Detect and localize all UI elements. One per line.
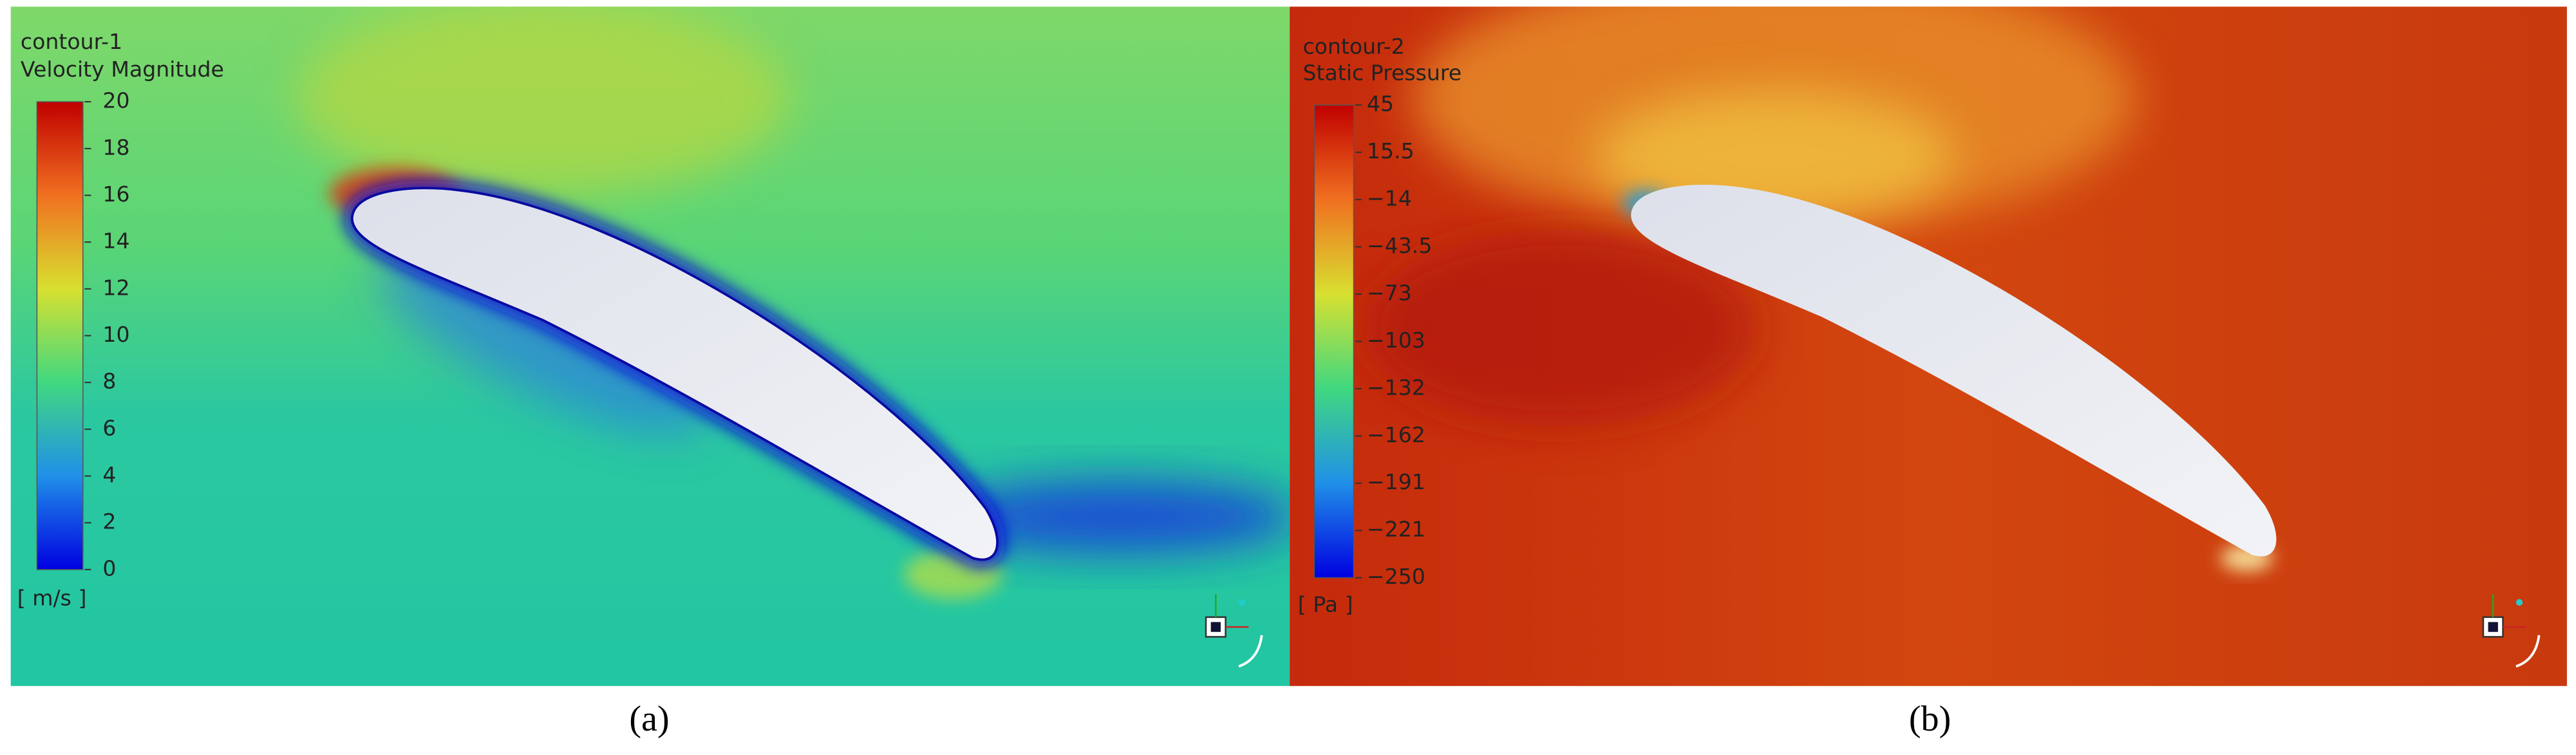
unit-label: [ m/s ] xyxy=(17,585,87,610)
colorbar-tick-label: 0 xyxy=(102,555,116,581)
colorbar-tick-label: 2 xyxy=(102,509,116,534)
colorbar-tick-label: −221 xyxy=(1367,517,1425,542)
colorbar-tick-label: 18 xyxy=(102,135,129,160)
colorbar-tick-label: −250 xyxy=(1367,564,1425,589)
colorbar-tick-label: 8 xyxy=(102,369,116,394)
colorbar-tick-label: 6 xyxy=(102,415,116,440)
caption: (b) xyxy=(1909,699,1951,739)
colorbar-tick-label: 45 xyxy=(1367,91,1394,117)
colorbar-tick-label: 20 xyxy=(102,88,129,113)
caption: (a) xyxy=(629,699,669,739)
colorbar-tick-label: −43.5 xyxy=(1367,233,1433,258)
colorbar-tick-label: 16 xyxy=(102,182,129,207)
colorbar-tick-label: 15.5 xyxy=(1367,138,1415,163)
colorbar-tick-label: −14 xyxy=(1367,186,1412,211)
colorbar-tick-label: −103 xyxy=(1367,328,1425,353)
colorbar-tick-label: −73 xyxy=(1367,280,1412,305)
quantity-label: Static Pressure xyxy=(1302,60,1462,85)
contour-name: contour-1 xyxy=(21,29,122,54)
contour-name: contour-2 xyxy=(1302,33,1404,59)
colorbar-tick-label: 14 xyxy=(102,228,129,254)
velocity-panel xyxy=(10,6,1290,686)
colorbar-tick-label: 12 xyxy=(102,275,129,300)
colorbar-tick-label: 10 xyxy=(102,322,129,347)
colorbar-tick-label: 4 xyxy=(102,462,116,487)
unit-label: [ Pa ] xyxy=(1298,592,1353,617)
quantity-label: Velocity Magnitude xyxy=(21,57,224,82)
colorbar-tick-label: −132 xyxy=(1367,375,1425,400)
colorbar-tick-label: −191 xyxy=(1367,469,1425,494)
colorbar-tick-label: −162 xyxy=(1367,422,1425,447)
pressure-panel xyxy=(1290,6,2567,686)
